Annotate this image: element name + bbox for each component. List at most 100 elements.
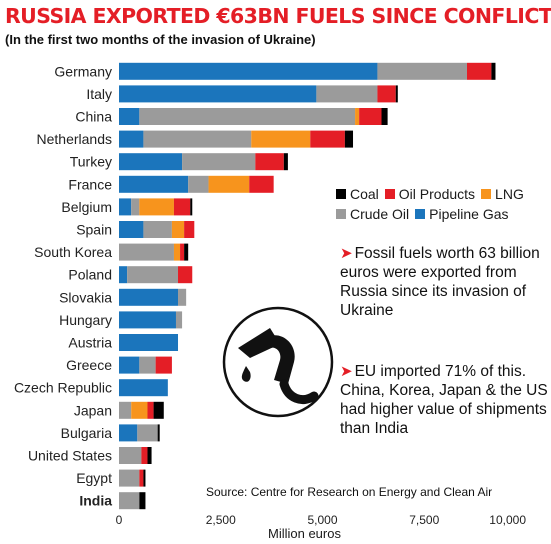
category-label-austria: Austria [68, 335, 112, 351]
bar-bulgaria-crude-oil [137, 424, 158, 442]
x-tick-5-000: 5,000 [307, 513, 337, 527]
bar-japan-coal [153, 401, 164, 419]
bar-bulgaria-pipeline-gas [119, 424, 138, 442]
legend-item-coal: Coal [336, 186, 379, 202]
category-label-hungary: Hungary [59, 312, 112, 328]
category-label-belgium: Belgium [61, 199, 112, 215]
bar-turkey-oil-products [255, 153, 284, 171]
legend-row-1: Coal Oil Products LNG [336, 184, 546, 204]
bar-italy-crude-oil [316, 85, 378, 103]
bar-belgium-lng [139, 198, 174, 216]
x-axis-label: Million euros [268, 526, 341, 541]
bar-china-pipeline-gas [119, 108, 140, 125]
bar-belgium-crude-oil [131, 198, 140, 216]
legend-item-lng: LNG [481, 186, 524, 202]
bar-germany-pipeline-gas [119, 62, 378, 80]
category-label-spain: Spain [76, 222, 112, 238]
x-tick-labels: 0 2,500 5,000 7,500 10,000 [116, 513, 527, 527]
bar-greece-crude-oil [139, 356, 156, 374]
bar-united-states-crude-oil [119, 447, 142, 464]
bars-group [119, 62, 496, 510]
bar-netherlands-oil-products [310, 130, 345, 148]
annotation-fossil-fuels: ➤ Fossil fuels worth 63 billion euros wer… [340, 244, 550, 320]
category-label-germany: Germany [54, 63, 112, 79]
category-label-bulgaria: Bulgaria [61, 425, 113, 441]
bar-belgium-oil-products [173, 198, 191, 216]
category-label-egypt: Egypt [76, 470, 112, 486]
annotation-eu-imports: ➤ EU imported 71% of this. China, Korea, … [340, 362, 550, 438]
bar-egypt-oil-products [139, 469, 144, 487]
source-note: Source: Centre for Research on Energy an… [206, 485, 493, 499]
bar-china-oil-products [359, 108, 382, 125]
chart-subtitle: (In the first two months of the invasion… [5, 32, 316, 47]
legend-label-coal: Coal [350, 186, 379, 202]
legend-label-oil-products: Oil Products [398, 186, 476, 202]
x-tick-7-500: 7,500 [409, 513, 439, 527]
bar-belgium-pipeline-gas [119, 198, 132, 216]
bar-india-crude-oil [119, 492, 140, 510]
annotation-eu-imports-text: EU imported 71% of this. China, Korea, J… [340, 363, 548, 437]
category-label-poland: Poland [68, 267, 112, 283]
bar-netherlands-pipeline-gas [119, 130, 144, 148]
bar-slovakia-pipeline-gas [119, 288, 179, 306]
legend-swatch-lng [481, 189, 492, 199]
bar-italy-coal [395, 85, 398, 103]
category-label-italy: Italy [86, 86, 112, 102]
bar-france-oil-products [249, 175, 274, 193]
bar-japan-oil-products [147, 401, 154, 419]
bar-austria-pipeline-gas [119, 334, 179, 351]
bar-germany-crude-oil [377, 62, 467, 80]
bar-south-korea-coal [184, 243, 189, 261]
bar-czech-republic-pipeline-gas [119, 379, 168, 397]
legend-label-lng: LNG [495, 186, 524, 202]
bar-south-korea-oil-products [180, 243, 185, 261]
bar-poland-pipeline-gas [119, 266, 128, 284]
bar-slovakia-crude-oil [178, 288, 187, 306]
bar-france-pipeline-gas [119, 175, 189, 193]
category-label-turkey: Turkey [70, 154, 112, 170]
bar-turkey-pipeline-gas [119, 153, 183, 171]
bar-japan-crude-oil [119, 401, 132, 419]
bar-netherlands-crude-oil [143, 130, 252, 148]
bar-netherlands-coal [344, 130, 354, 148]
arrow-icon: ➤ [340, 245, 353, 262]
category-label-france: France [68, 176, 112, 192]
bar-india-coal [139, 492, 146, 510]
category-label-netherlands: Netherlands [37, 131, 113, 147]
bar-belgium-coal [190, 198, 193, 216]
bar-netherlands-lng [251, 130, 311, 148]
bar-south-korea-crude-oil [119, 243, 174, 261]
category-label-slovakia: Slovakia [59, 289, 112, 305]
fuel-pump-icon [222, 306, 334, 418]
legend-label-pipeline-gas: Pipeline Gas [429, 206, 509, 222]
bar-china-coal [381, 108, 388, 125]
bar-france-crude-oil [188, 175, 209, 193]
bar-china-lng [355, 108, 360, 125]
x-tick-0: 0 [116, 513, 123, 527]
category-label-greece: Greece [66, 357, 112, 373]
legend-item-oil-products: Oil Products [384, 186, 476, 202]
bar-turkey-coal [283, 153, 288, 171]
x-tick-10-000: 10,000 [489, 513, 526, 527]
bar-china-crude-oil [139, 108, 356, 125]
legend-label-crude-oil: Crude Oil [350, 206, 410, 222]
bar-italy-pipeline-gas [119, 85, 317, 103]
bar-hungary-crude-oil [175, 311, 183, 329]
bar-egypt-crude-oil [119, 469, 140, 487]
category-label-india: India [79, 493, 112, 509]
legend-swatch-coal [336, 189, 346, 199]
legend-row-2: Crude Oil Pipeline Gas [336, 204, 546, 224]
chart-title: RUSSIA EXPORTED €63BN FUELS SINCE CONFLI… [5, 4, 551, 28]
category-label-japan: Japan [74, 402, 112, 418]
category-labels: Germany Italy China Netherlands Turkey France… [14, 63, 112, 508]
bar-italy-oil-products [377, 85, 396, 103]
bar-turkey-crude-oil [182, 153, 256, 171]
annotation-fossil-fuels-text: Fossil fuels worth 63 billion euros were… [340, 245, 540, 319]
x-tick-2-500: 2,500 [206, 513, 236, 527]
bar-germany-coal [491, 62, 496, 80]
bar-spain-lng [171, 221, 185, 238]
bar-poland-crude-oil [127, 266, 179, 284]
legend-swatch-oil-products [384, 189, 395, 199]
bar-spain-oil-products [184, 221, 195, 238]
